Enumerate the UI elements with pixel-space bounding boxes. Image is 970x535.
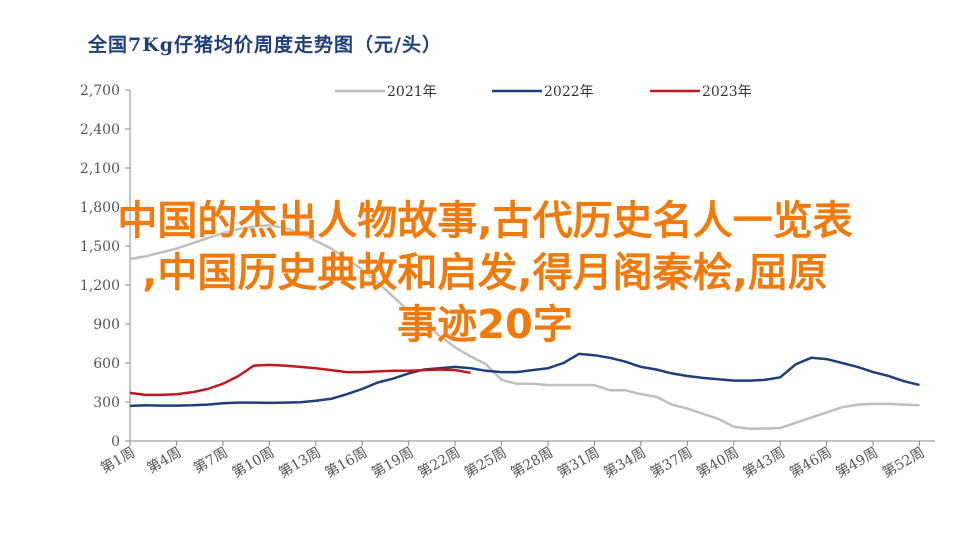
- y-tick-label: 2,100: [80, 161, 120, 177]
- x-tick-label: 第34周: [601, 444, 649, 482]
- y-tick-label: 2,400: [80, 122, 120, 138]
- x-tick-label: 第13周: [276, 444, 324, 482]
- x-tick-label: 第22周: [415, 444, 463, 482]
- x-tick-label: 第31周: [554, 444, 602, 482]
- series-group: [129, 223, 920, 430]
- legend-label-2: 2022年: [544, 84, 594, 100]
- series-line-3: [129, 363, 471, 397]
- x-tick-label: 第28周: [508, 444, 556, 482]
- x-tick-label: 第52周: [879, 444, 927, 482]
- x-tick-label: 第19周: [368, 444, 416, 482]
- x-tick-label: 第25周: [461, 444, 509, 482]
- x-tick-label: 第4周: [144, 444, 184, 477]
- x-tick-label: 第43周: [740, 444, 788, 482]
- legend-label-1: 2021年: [387, 84, 437, 100]
- y-axis-ticks: 0 300 600 900 1,200 1,500 1,800 2,100 2,400 2,700: [80, 83, 130, 450]
- y-tick-label: 300: [93, 395, 120, 411]
- y-tick-label: 1,800: [80, 200, 120, 216]
- x-tick-label: 第46周: [786, 444, 834, 482]
- series-line-1: [129, 223, 920, 430]
- x-axis-ticks: 第1周 第4周 第7周第10周第13周第16周第19周第22周第25周第28周第31…: [98, 441, 928, 481]
- x-tick-label: 第49周: [833, 444, 881, 482]
- chart-axes: [129, 90, 935, 442]
- x-tick-label: 第10周: [229, 444, 277, 482]
- x-tick-label: 第40周: [694, 444, 742, 482]
- legend: 2021年 2022年 2023年: [335, 84, 752, 100]
- x-tick-label: 第7周: [190, 444, 230, 477]
- y-tick-label: 1,200: [80, 278, 120, 294]
- y-tick-label: 1,500: [80, 239, 120, 255]
- series-line-2: [129, 352, 920, 408]
- x-tick-label: 第16周: [322, 444, 370, 482]
- chart-title: 全国7Kg仔猪均价周度走势图（元/头）: [88, 34, 442, 56]
- y-tick-label: 900: [93, 317, 120, 333]
- legend-label-3: 2023年: [702, 84, 752, 100]
- y-tick-label: 0: [111, 434, 120, 450]
- y-tick-label: 600: [93, 356, 120, 372]
- x-tick-label: 第37周: [647, 444, 695, 482]
- y-tick-label: 2,700: [80, 83, 120, 99]
